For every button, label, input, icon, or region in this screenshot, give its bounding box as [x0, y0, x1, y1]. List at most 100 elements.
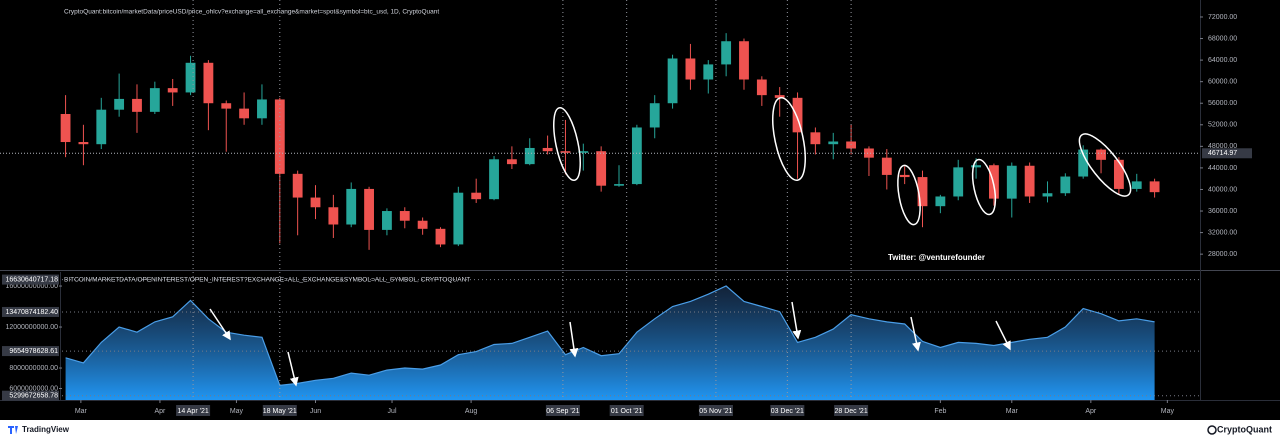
level-box [2, 390, 59, 401]
y-tick-label: 72000.00 [1208, 14, 1237, 21]
footer-left: TradingView [22, 425, 70, 434]
y-tick-label: 32000.00 [1208, 229, 1237, 236]
x-marker-box [834, 405, 869, 416]
candle-body [703, 64, 714, 80]
candle-body [596, 151, 607, 186]
candle-body [1078, 149, 1089, 177]
x-marker-label: 01 Oct '21 [611, 408, 643, 415]
arrow [791, 301, 802, 340]
highlight-ellipse [1078, 133, 1132, 197]
candle-body [471, 192, 482, 200]
footer-right: CryptoQuant [1217, 424, 1272, 434]
oi-pane-title: BITCOIN/MARKETDATA/OPENINTEREST/OPEN_INT… [64, 277, 470, 284]
annotations [209, 97, 1132, 387]
y-tick-label: 16000000000.00 [5, 283, 58, 290]
arrow [995, 320, 1011, 351]
cryptoquant-logo [1207, 425, 1217, 435]
x-tick-label: May [230, 408, 244, 415]
candle-body [60, 114, 71, 143]
candle-body [560, 151, 571, 153]
candle-body [935, 196, 946, 207]
candle-body [756, 79, 767, 96]
x-tick-label: Feb [934, 408, 946, 415]
candle-body [542, 147, 553, 152]
candle-body [453, 192, 464, 245]
x-marker-label: 06 Sep '21 [546, 408, 579, 415]
y-tick-label: 60000.00 [1208, 79, 1237, 86]
x-marker-box [545, 405, 580, 416]
level-label: 13470874182.40 [5, 309, 58, 316]
x-marker-label: 03 Dec '21 [771, 408, 804, 415]
candle-body [739, 41, 749, 80]
arrow [209, 308, 231, 341]
arrow [287, 351, 299, 387]
x-marker-label: 05 Nov '21 [699, 408, 732, 415]
candle-body [667, 58, 678, 104]
y-tick-label: 68000.00 [1208, 35, 1237, 42]
candle-body [78, 142, 89, 145]
candle-body [792, 97, 803, 133]
candle-body [864, 148, 874, 158]
candle-body [614, 184, 624, 186]
area-line [65, 285, 1155, 387]
arrow [569, 321, 579, 358]
data-layer: 72000.00 68000.00 64000.00 60000.00 56000.00… [0, 0, 1252, 416]
last-price-box [1202, 148, 1252, 159]
y-tick-label: 36000.00 [1208, 208, 1237, 215]
candle-body [524, 147, 535, 165]
highlight-ellipse [772, 97, 806, 181]
candle-body [1060, 176, 1071, 194]
y-tick-label: 6000000000.00 [9, 385, 58, 392]
candle-body [310, 197, 321, 208]
candle-body [114, 98, 125, 110]
x-marker-label: 28 Dec '21 [834, 408, 867, 415]
candle-body [649, 103, 660, 128]
candle-body [828, 141, 839, 145]
y-tick-label: 40000.00 [1208, 186, 1237, 193]
level-label: 5299672658.78 [9, 393, 58, 400]
candle-body [257, 99, 267, 119]
candle-body [685, 58, 696, 80]
level-box [2, 346, 59, 357]
candle-body [881, 157, 892, 175]
candle-body [1006, 165, 1017, 199]
candle-body [435, 228, 446, 245]
watermark: Twitter: @venturefounder [888, 253, 985, 262]
x-marker-box [609, 405, 644, 416]
candle-body [185, 62, 196, 93]
footer-bar [0, 420, 1280, 439]
x-marker-box [770, 405, 805, 416]
candle-body [96, 109, 107, 145]
candle-body [1042, 193, 1053, 197]
y-tick-label: 48000.00 [1208, 143, 1237, 150]
candle-body [989, 165, 999, 199]
candle-body [382, 211, 392, 230]
candle-body [417, 220, 428, 229]
x-tick-label: May [1161, 408, 1175, 415]
candle-body [1149, 181, 1160, 193]
candle-body [346, 188, 357, 225]
x-tick-label: Mar [1006, 408, 1019, 415]
y-tick-label: 12000000000.00 [5, 324, 58, 331]
x-marker-box [176, 405, 211, 416]
candle-body [810, 132, 821, 145]
level-box [2, 306, 59, 317]
y-tick-label: 52000.00 [1208, 122, 1237, 129]
candle-body [506, 159, 517, 165]
price-pane-title: CryptoQuant:bitcoin/marketData/priceUSD/… [64, 9, 439, 16]
y-tick-label: 44000.00 [1208, 165, 1237, 172]
candle-body [221, 103, 232, 109]
candle-body [292, 173, 303, 198]
x-tick-label: Apr [154, 408, 166, 415]
candle-body [953, 167, 964, 197]
x-marker-label: 18 May '21 [263, 408, 297, 415]
candle-body [132, 98, 142, 112]
candle-body [239, 108, 250, 119]
arrow [910, 316, 921, 352]
x-tick-label: Jul [388, 408, 397, 415]
candle-body [1113, 159, 1124, 189]
x-tick-label: Mar [75, 408, 88, 415]
candle-body [721, 41, 732, 65]
highlight-ellipse [553, 106, 581, 182]
x-tick-label: Jun [310, 408, 321, 415]
